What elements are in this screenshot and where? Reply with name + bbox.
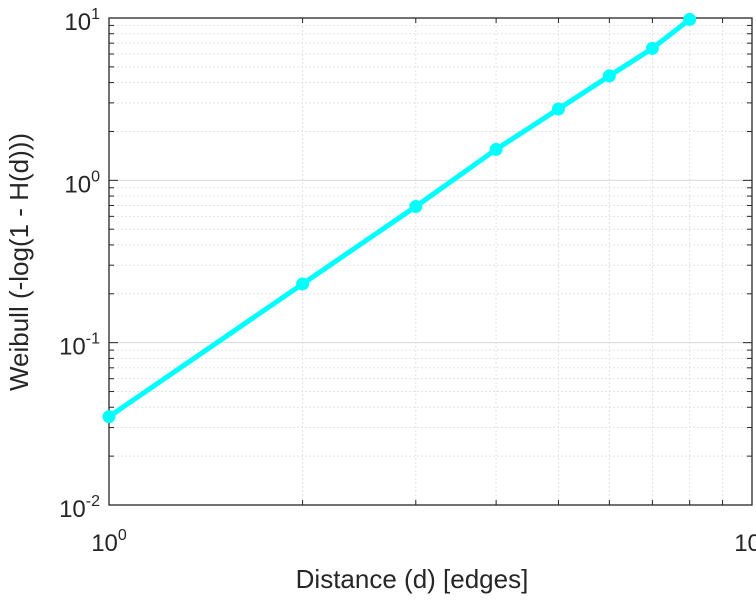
series-line [106, 16, 693, 420]
x-tick-labels: 100 101 [91, 527, 756, 557]
data-point [551, 102, 565, 116]
y-axis-label: Weibull (-log(1 - H(d))) [4, 133, 34, 391]
y-tick-label: 10-2 [59, 493, 100, 523]
grid [109, 18, 752, 505]
x-axis-label: Distance (d) [edges] [296, 564, 529, 594]
data-point [489, 142, 503, 156]
plot-frame [108, 17, 753, 506]
x-tick-label: 101 [734, 527, 756, 557]
axis-ticks [108, 18, 752, 506]
x-tick-label: 100 [91, 527, 127, 557]
data-point [409, 199, 423, 213]
series-group [102, 12, 697, 424]
data-point [296, 277, 310, 291]
data-point [602, 69, 616, 83]
y-tick-labels: 10-2 10-1 100 101 [59, 6, 100, 523]
data-point [645, 41, 659, 55]
data-point [102, 410, 116, 424]
data-point [683, 12, 697, 26]
y-tick-label: 100 [64, 168, 100, 198]
y-tick-label: 10-1 [59, 331, 100, 361]
y-tick-label: 101 [64, 6, 100, 36]
